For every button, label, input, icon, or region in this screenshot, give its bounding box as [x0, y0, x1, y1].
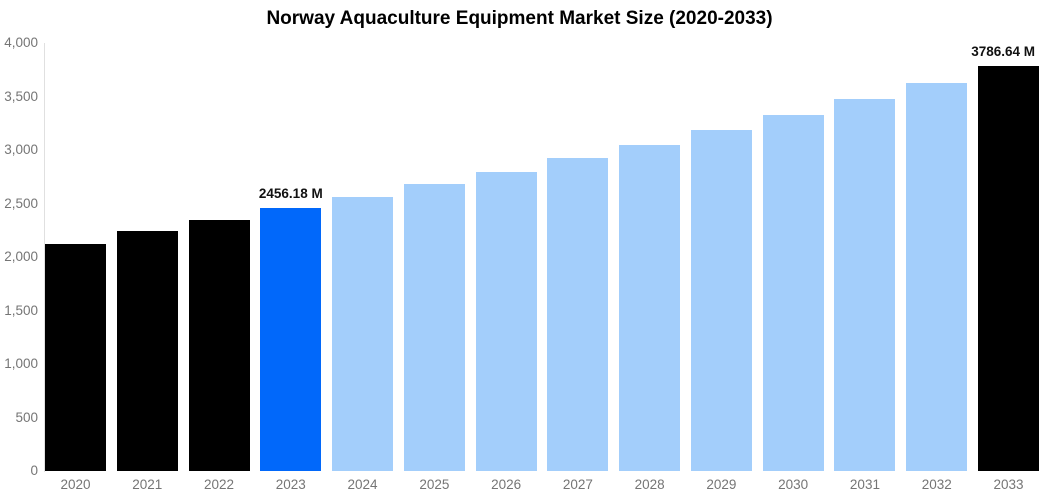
- bar-2026[interactable]: [475, 171, 537, 471]
- x-tick-2023: 2023: [275, 477, 306, 492]
- y-tick-3500: 3,500: [4, 88, 38, 104]
- bar-value-label-2023: 2456.18 M: [258, 186, 323, 202]
- y-tick-3000: 3,000: [4, 142, 38, 157]
- bar-2023[interactable]: [260, 208, 322, 471]
- x-tick-2027: 2027: [562, 477, 593, 492]
- y-tick-4000: 4,000: [4, 35, 38, 50]
- x-tick-2032: 2032: [921, 477, 952, 492]
- bar-2027[interactable]: [547, 158, 609, 471]
- bar-2020[interactable]: [45, 244, 106, 471]
- x-tick-2025: 2025: [419, 477, 450, 492]
- bar-2031[interactable]: [834, 99, 896, 471]
- bar-2022[interactable]: [188, 219, 250, 471]
- x-tick-2026: 2026: [491, 477, 522, 492]
- bar-2028[interactable]: [619, 144, 681, 471]
- bar-2024[interactable]: [332, 196, 394, 471]
- x-tick-2033: 2033: [993, 477, 1024, 492]
- x-tick-2020: 2020: [60, 477, 91, 492]
- bar-2029[interactable]: [690, 130, 752, 471]
- x-tick-2030: 2030: [778, 477, 809, 492]
- bar-2021[interactable]: [116, 230, 178, 471]
- y-tick-2000: 2,000: [4, 249, 38, 264]
- x-tick-2024: 2024: [347, 477, 378, 492]
- x-tick-2031: 2031: [849, 477, 880, 492]
- x-tick-2029: 2029: [706, 477, 737, 492]
- chart-title: Norway Aquaculture Equipment Market Size…: [266, 8, 773, 29]
- bar-2025[interactable]: [403, 184, 465, 471]
- bar-2033[interactable]: [978, 65, 1039, 471]
- bar-2030[interactable]: [762, 115, 824, 471]
- x-tick-2021: 2021: [132, 477, 163, 492]
- y-tick-1000: 1,000: [4, 356, 38, 371]
- y-axis-line: [44, 43, 45, 472]
- x-tick-2022: 2022: [204, 477, 235, 492]
- y-tick-2500: 2,500: [4, 195, 38, 211]
- y-tick-500: 500: [15, 409, 38, 425]
- y-tick-1500: 1,500: [4, 302, 38, 318]
- bar-2032[interactable]: [906, 83, 968, 471]
- bar-value-label-2033: 3786.64 M: [971, 43, 1035, 59]
- x-tick-2028: 2028: [634, 477, 665, 492]
- y-tick-0: 0: [30, 463, 38, 478]
